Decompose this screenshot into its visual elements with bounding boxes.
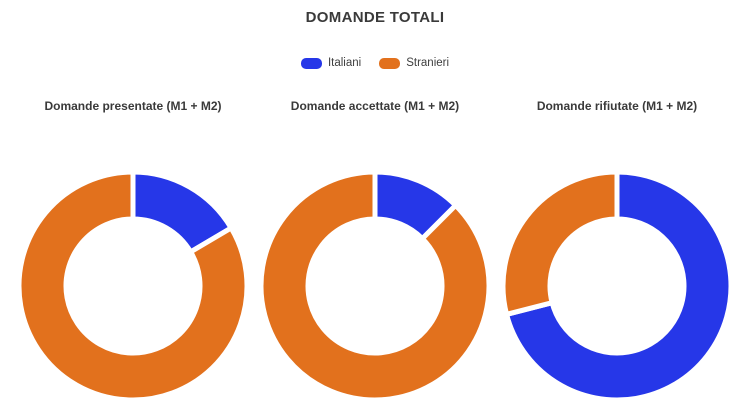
subchart-title-rifiutate: Domande rifiutate (M1 + M2) (536, 99, 698, 113)
subchart-title-presentate: Domande presentate (M1 + M2) (44, 99, 222, 113)
donut-chart-presentate[interactable] (12, 161, 254, 411)
chart-title: DOMANDE TOTALI (305, 9, 445, 26)
legend-swatch-stranieri-icon (379, 57, 401, 69)
donut-slice-stranieri[interactable] (258, 169, 492, 403)
donut-slice-stranieri[interactable] (16, 169, 250, 403)
donut-figure-accettate: Domande accettate (M1 + M2) (254, 98, 496, 411)
subchart-title-accettate: Domande accettate (M1 + M2) (290, 99, 460, 113)
donut-chart-rifiutate[interactable] (496, 161, 738, 411)
legend-item-italiani[interactable]: Italiani (300, 57, 362, 69)
donut-slice-italiani[interactable] (504, 169, 734, 403)
legend-label-stranieri: Stranieri (406, 57, 450, 69)
charts-row: Domande presentate (M1 + M2) Domande acc… (12, 98, 738, 411)
chart-legend: Italiani Stranieri (0, 57, 750, 69)
legend-item-stranieri[interactable]: Stranieri (379, 57, 449, 69)
donut-figure-rifiutate: Domande rifiutate (M1 + M2) (496, 98, 738, 411)
legend-swatch-italiani-icon (300, 57, 322, 69)
donut-figure-presentate: Domande presentate (M1 + M2) (12, 98, 254, 411)
legend-label-italiani: Italiani (327, 57, 362, 69)
donut-slice-stranieri[interactable] (500, 169, 620, 317)
donut-chart-accettate[interactable] (254, 161, 496, 411)
